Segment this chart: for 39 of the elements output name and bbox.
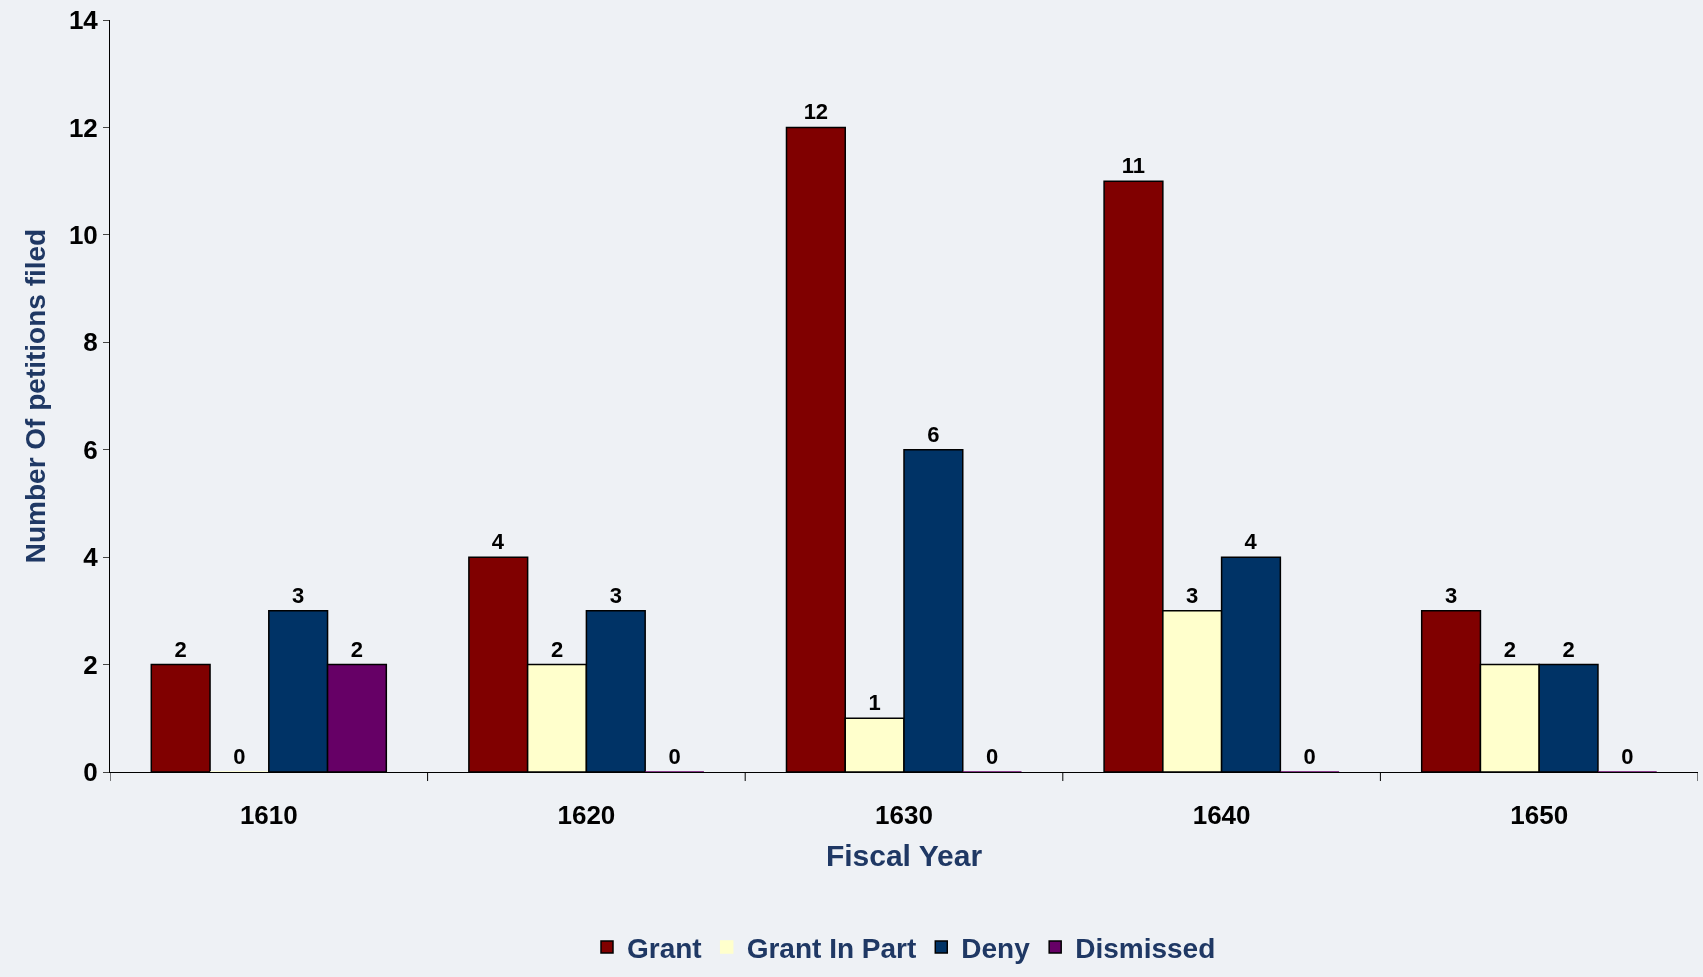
data-label: 4	[491, 529, 505, 555]
y-tick-label: 14	[68, 5, 99, 36]
y-tick-label: 10	[68, 219, 98, 250]
data-label: 2	[1503, 636, 1516, 662]
y-tick-label: 4	[83, 542, 99, 573]
data-label: 3	[1444, 582, 1458, 608]
legend-label: Dismissed	[1075, 933, 1216, 965]
legend-label: Deny	[961, 933, 1031, 965]
x-tick-label: 1650	[1510, 800, 1569, 831]
y-tick-label: 6	[83, 434, 98, 465]
data-label: 0	[233, 744, 246, 769]
data-label: 2	[550, 636, 564, 662]
x-tick-label: 1610	[239, 800, 298, 831]
data-label: 4	[1244, 529, 1258, 555]
y-axis-title: Number Of petitions filed	[19, 228, 51, 564]
legend-label: Grant	[627, 933, 702, 965]
x-tick-label: 1630	[875, 800, 933, 831]
data-label: 0	[668, 744, 681, 769]
data-label: 6	[927, 421, 940, 447]
y-tick-label: 8	[83, 327, 98, 358]
y-tick-label: 0	[83, 757, 98, 788]
y-tick-label: 12	[68, 112, 98, 143]
data-label: 11	[1121, 153, 1146, 179]
legend-label: Grant In Part	[746, 933, 917, 965]
x-tick-label: 1640	[1192, 800, 1251, 831]
data-label: 3	[292, 582, 305, 608]
x-tick-label: 1620	[557, 800, 616, 831]
data-label: 0	[1621, 744, 1634, 769]
data-label: 1	[868, 690, 881, 716]
data-label: 3	[1186, 582, 1199, 608]
data-label: 3	[609, 582, 622, 608]
data-label: 0	[1303, 744, 1316, 769]
data-label: 2	[1562, 636, 1575, 662]
data-label: 2	[174, 636, 187, 662]
y-tick-label: 2	[83, 649, 98, 680]
data-label: 0	[986, 744, 999, 769]
data-label: 2	[350, 636, 364, 662]
x-axis-title: Fiscal Year	[825, 838, 983, 872]
data-label: 12	[803, 99, 829, 125]
